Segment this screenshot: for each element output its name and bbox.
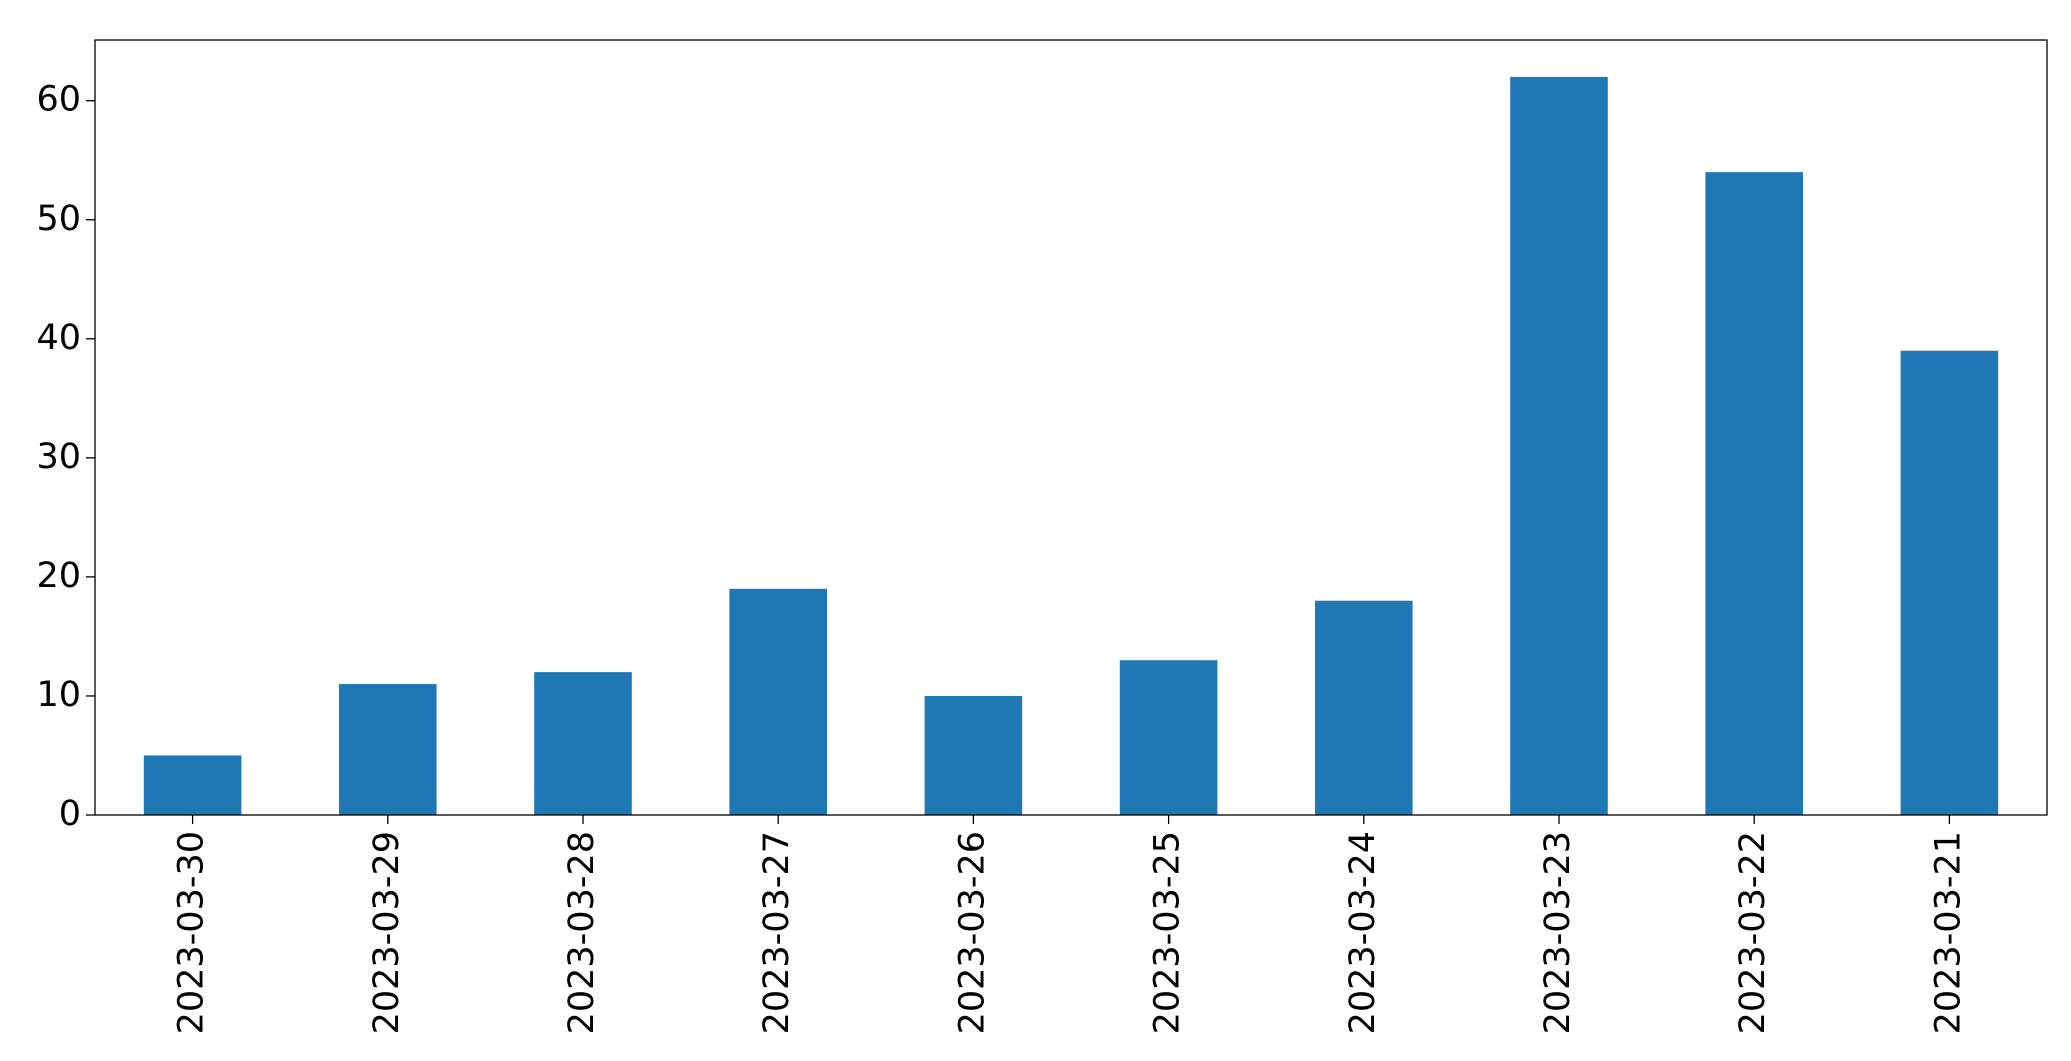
bar <box>1315 600 1413 815</box>
y-tick-label: 50 <box>36 199 81 239</box>
bar <box>1705 172 1803 816</box>
x-tick-label: 2023-03-23 <box>1538 831 1578 1034</box>
x-tick-label: 2023-03-28 <box>562 831 602 1034</box>
x-tick-label: 2023-03-27 <box>757 831 797 1034</box>
x-tick-label: 2023-03-25 <box>1148 831 1188 1034</box>
x-tick-label: 2023-03-30 <box>172 831 212 1034</box>
bar <box>1900 350 1999 815</box>
y-tick-label: 40 <box>36 318 81 358</box>
y-tick-label: 0 <box>59 794 81 834</box>
x-tick-label: 2023-03-29 <box>367 831 407 1034</box>
bar <box>729 588 827 815</box>
y-tick-label: 30 <box>36 437 81 477</box>
bar <box>1119 660 1218 815</box>
y-tick-label: 20 <box>36 556 81 596</box>
bar <box>924 695 1023 815</box>
plot-frame <box>94 39 2048 816</box>
x-tick-label: 2023-03-26 <box>952 831 992 1034</box>
x-tick-label: 2023-03-21 <box>1928 831 1968 1034</box>
x-tick-label: 2023-03-24 <box>1343 831 1383 1034</box>
x-tick-label: 2023-03-22 <box>1733 831 1773 1034</box>
y-tick-label: 10 <box>36 675 81 715</box>
bar <box>534 672 632 815</box>
y-tick-label: 60 <box>36 80 81 120</box>
bar <box>1510 76 1608 815</box>
bar <box>143 755 242 815</box>
bar <box>339 684 437 815</box>
